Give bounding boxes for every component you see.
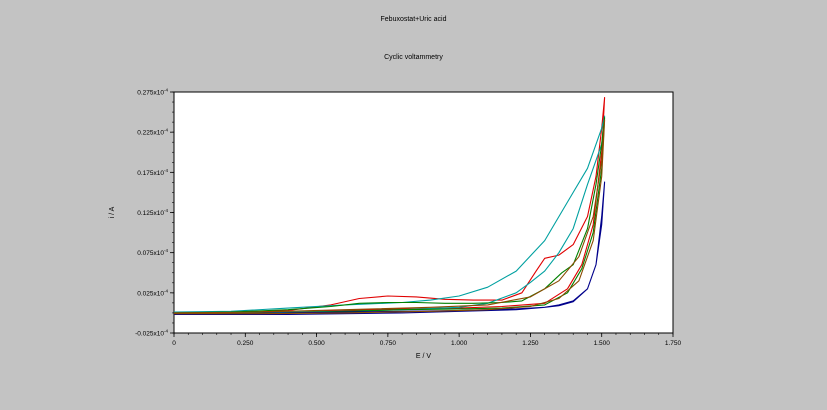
y-tick-label: 0.125x10-4 — [137, 208, 168, 217]
y-tick-label: 0.175x10-4 — [137, 168, 168, 177]
chart-title: Febuxostat+Uric acid — [380, 16, 447, 23]
x-tick-label: 1.500 — [594, 340, 611, 347]
x-tick-label: 0.500 — [308, 340, 325, 347]
y-tick-label: 0.025x10-4 — [137, 288, 168, 297]
chart-subtitle: Cyclic voltammetry — [384, 54, 443, 61]
y-tick-label: 0.225x10-4 — [137, 128, 168, 137]
y-tick-label: -0.025x10-4 — [135, 329, 168, 338]
series-line-5 — [173, 119, 606, 315]
x-tick-label: 1.750 — [665, 340, 682, 347]
series-line-3 — [173, 117, 606, 316]
y-tick-label: 0.275x10-4 — [137, 88, 168, 97]
x-tick-label: 0.750 — [380, 340, 397, 347]
x-tick-label: 0.250 — [237, 340, 254, 347]
x-tick-label: 1.000 — [451, 340, 468, 347]
x-axis-label: E / V — [416, 353, 432, 360]
plot-area — [173, 91, 674, 334]
y-axis-label: i / A — [109, 206, 116, 218]
x-tick-label: 0 — [172, 340, 176, 347]
y-tick-label: 0.075x10-4 — [137, 248, 168, 257]
series-line-1 — [173, 97, 606, 315]
x-tick-label: 1.250 — [522, 340, 539, 347]
